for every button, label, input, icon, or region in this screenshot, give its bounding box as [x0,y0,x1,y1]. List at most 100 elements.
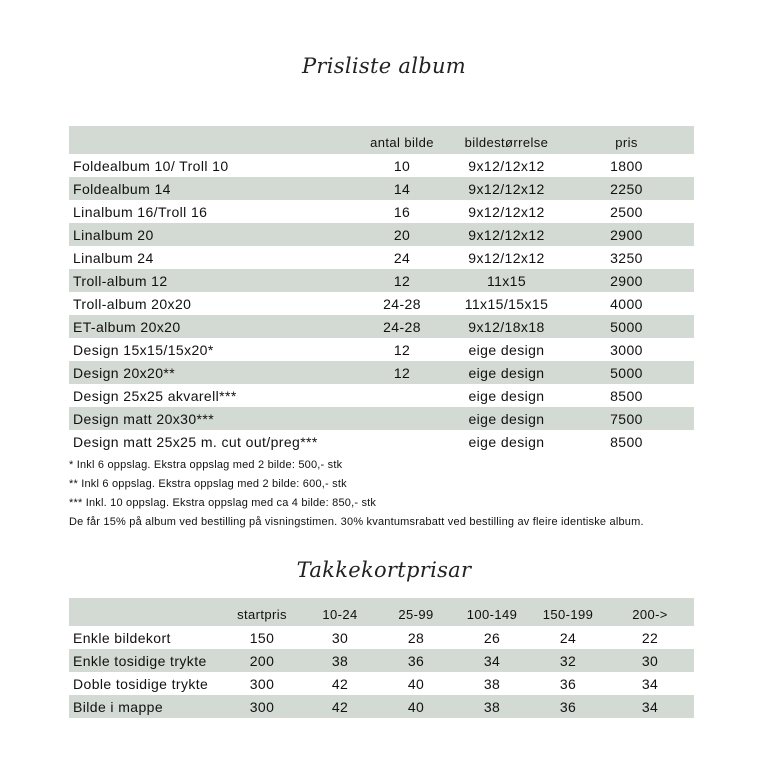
footnote: ** Inkl 6 oppslag. Ekstra oppslag med 2 … [69,478,347,490]
table-cell: 34 [641,698,659,715]
row-label: ET-album 20x20 [73,318,181,335]
table-cell: 12 [393,364,411,381]
table-cell: 300 [249,698,275,715]
table-row: Design 25x25 akvarell*** eige design 8500 [69,384,694,407]
table-cell: 2250 [610,180,643,197]
row-label: Design 25x25 akvarell*** [73,387,237,404]
row-label: Design 20x20** [73,364,176,381]
table-cell: 12 [393,272,411,289]
table-cell: 28 [407,629,425,646]
column-header [69,598,222,626]
album-price-table: antal bilde bildestørrelse pris Foldealbum … [69,126,694,453]
table-cell: 42 [331,675,349,692]
table-cell: 36 [559,698,577,715]
table-cell: 38 [483,675,501,692]
table-cell: eige design [468,364,545,381]
row-label: Enkle tosidige trykte [73,652,207,669]
row-label: Linalbum 16/Troll 16 [73,203,208,220]
table-row: Troll-album 12 12 11x15 2900 [69,269,694,292]
footnote: *** Inkl. 10 oppslag. Ekstra oppslag med… [69,497,377,509]
table-cell: 3000 [610,341,643,358]
table-row: Bilde i mappe 300 42 40 38 36 34 [69,695,694,718]
table-cell: 32 [559,652,577,669]
row-label: Troll-album 20x20 [73,295,192,312]
column-header [69,126,350,154]
table-row: Doble tosidige trykte 300 42 40 38 36 34 [69,672,694,695]
table-cell: 42 [331,698,349,715]
table-row: Linalbum 24 24 9x12/12x12 3250 [69,246,694,269]
table-cell: 150 [249,629,275,646]
table-cell: 16 [393,203,411,220]
table-cell: 24 [559,629,577,646]
row-label: Troll-album 12 [73,272,168,289]
table-cell: 36 [407,652,425,669]
table-row: Linalbum 20 20 9x12/12x12 2900 [69,223,694,246]
table-cell: 20 [393,226,411,243]
table-cell: 8500 [610,387,643,404]
table-cell: 38 [483,698,501,715]
table-cell: 34 [641,675,659,692]
table-row: Linalbum 16/Troll 16 16 9x12/12x12 2500 [69,200,694,223]
column-header: antal bilde [370,134,434,150]
column-header: 10-24 [322,606,358,622]
cards-price-table: startpris 10-24 25-99 100-149 150-199 200-> En… [69,598,694,718]
album-title: Prisliste album [301,54,467,78]
table-cell: 300 [249,675,275,692]
table-cell: 2900 [610,272,643,289]
table-row: Enkle bildekort 150 30 28 26 24 22 [69,626,694,649]
table-cell: 7500 [610,410,643,427]
column-header: 200-> [632,606,668,622]
table-cell: 2900 [610,226,643,243]
table-cell [350,407,454,430]
table-cell: 24-28 [383,295,421,312]
table-row: Design matt 20x30*** eige design 7500 [69,407,694,430]
column-header: 100-149 [466,606,518,622]
table-cell: 9x12/12x12 [468,226,545,243]
table-row: Design 15x15/15x20* 12 eige design 3000 [69,338,694,361]
table-cell: 5000 [610,364,643,381]
table-cell [350,384,454,407]
table-cell [350,430,454,453]
table-cell: 10 [393,157,411,174]
table-header-row: antal bilde bildestørrelse pris [69,126,694,154]
table-cell: 11x15/15x15 [464,295,549,312]
row-label: Design matt 20x30*** [73,410,215,427]
row-label: Enkle bildekort [73,629,171,646]
footnote: De får 15% på album ved bestilling på vi… [69,516,644,528]
table-cell: 200 [249,652,275,669]
table-cell: 11x15 [486,272,527,289]
table-cell: 1800 [610,157,643,174]
table-row: Design 20x20** 12 eige design 5000 [69,361,694,384]
table-cell: eige design [468,410,545,427]
table-cell: 9x12/12x12 [468,249,545,266]
table-row: Design matt 25x25 m. cut out/preg*** eige… [69,430,694,453]
row-label: Foldealbum 14 [73,180,171,197]
table-cell: 38 [331,652,349,669]
table-cell: 9x12/12x12 [468,157,545,174]
table-cell: 9x12/12x12 [468,180,545,197]
column-header: pris [615,134,638,150]
table-cell: 30 [331,629,349,646]
table-row: Foldealbum 14 14 9x12/12x12 2250 [69,177,694,200]
table-cell: 5000 [610,318,643,335]
table-row: Enkle tosidige trykte 200 38 36 34 32 30 [69,649,694,672]
table-cell: 9x12/12x12 [468,203,545,220]
row-label: Design matt 25x25 m. cut out/preg*** [73,433,318,450]
table-cell: 34 [483,652,501,669]
table-cell: eige design [468,387,545,404]
table-cell: 40 [407,675,425,692]
table-cell: 4000 [610,295,643,312]
row-label: Linalbum 24 [73,249,154,266]
table-cell: 26 [483,629,501,646]
cards-title: Takkekortprisar [296,558,472,582]
column-header: 25-99 [398,606,434,622]
row-label: Design 15x15/15x20* [73,341,214,358]
column-header: 150-199 [542,606,594,622]
table-cell: 22 [641,629,659,646]
table-cell: eige design [468,433,545,450]
table-cell: 24-28 [383,318,421,335]
footnote: * Inkl 6 oppslag. Ekstra oppslag med 2 b… [69,459,343,471]
row-label: Linalbum 20 [73,226,154,243]
table-row: Troll-album 20x20 24-28 11x15/15x15 4000 [69,292,694,315]
